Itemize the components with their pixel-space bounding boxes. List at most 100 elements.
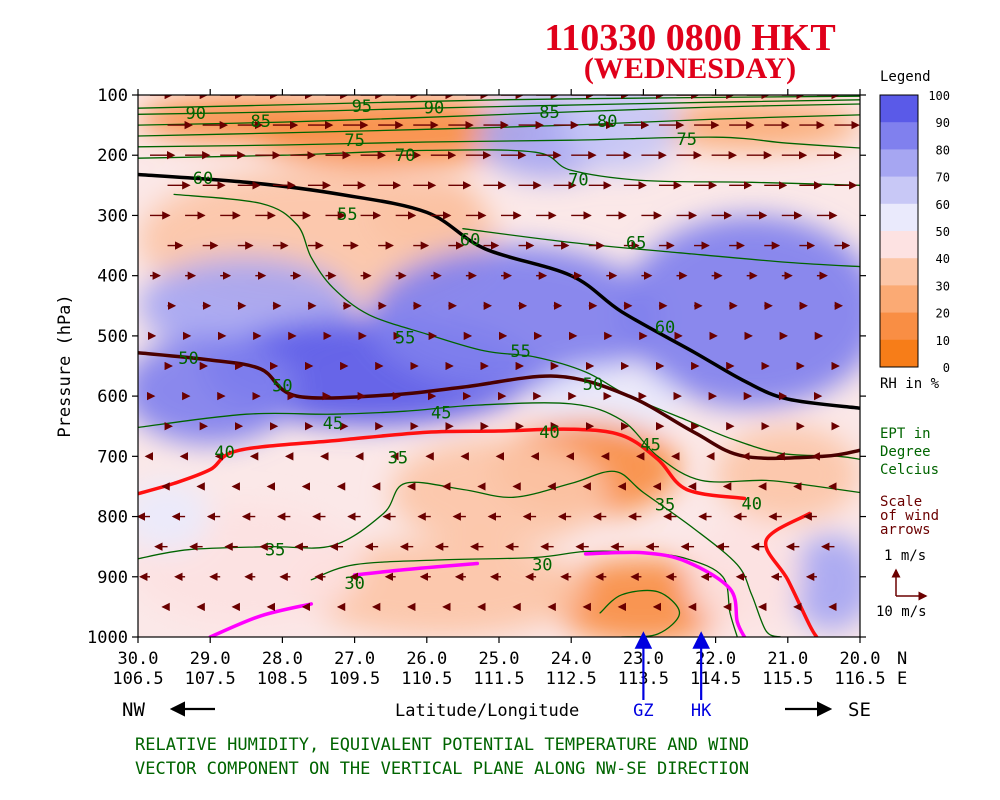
legend-level-label: 0 (943, 361, 950, 375)
ept-label: 40 (214, 443, 234, 463)
legend-level-label: 80 (936, 143, 950, 157)
ept-contour (138, 136, 860, 149)
ept-contour (138, 470, 782, 637)
y-tick-label: 900 (97, 568, 128, 588)
y-axis: 100 200 300 400 500 600 700 800 900 1000 (87, 86, 866, 648)
ept-label: 70 (395, 146, 415, 166)
legend-level-label: 20 (936, 307, 950, 321)
plot-area: 95 90 90 85 85 80 75 75 70 70 65 60 60 60 55 55 55 50 50 50… (138, 95, 860, 637)
ept-label: 55 (337, 205, 357, 225)
y-tick-label: 800 (97, 508, 128, 528)
y-tick-label: 500 (97, 327, 128, 347)
ept-contour (310, 550, 738, 637)
legend-swatch (880, 231, 918, 259)
wind-vectors (138, 95, 860, 612)
ept-label: 35 (265, 541, 285, 561)
legend-level-label: 60 (936, 198, 950, 212)
caption-line-1: RELATIVE HUMIDITY, EQUIVALENT POTENTIAL … (135, 735, 749, 755)
ept-label: 55 (510, 342, 530, 362)
rh-patch (715, 426, 860, 523)
ept-label: 40 (741, 494, 761, 514)
legend-unit: RH in % (880, 376, 940, 392)
ept-label: 85 (250, 112, 270, 132)
rh-patch (296, 540, 586, 637)
ept-contour (462, 228, 860, 268)
rh-patch (138, 335, 297, 445)
ept-label: 30 (344, 574, 364, 594)
wind-scale-vertical-label: 1 m/s (884, 548, 926, 564)
ept-contour (138, 99, 860, 115)
x-tick-label-lat: 27.0 (334, 649, 375, 669)
x-tick-label-lon: 110.5 (401, 669, 452, 689)
ept-label: 95 (352, 97, 372, 117)
x-tick-label-lon: 114.5 (690, 669, 741, 689)
x-tick-label-lon: 112.5 (546, 669, 597, 689)
legend-swatch (880, 176, 918, 205)
ept-label: 45 (640, 435, 660, 455)
legend-level-label: 100 (928, 89, 950, 103)
ept-label: 35 (388, 449, 408, 469)
x-tick-label-lat: 24.0 (551, 649, 592, 669)
legend-swatch (880, 122, 918, 150)
wind-scale-line-1: Scale (880, 494, 922, 510)
ept-contour (173, 193, 860, 460)
legend-level-label: 90 (936, 116, 950, 130)
rh-field (138, 95, 860, 637)
y-tick-label: 1000 (87, 628, 128, 648)
rh-patch (787, 534, 860, 631)
legend-title: Legend (880, 69, 931, 85)
ept-contour (138, 103, 860, 126)
ept-label: 50 (583, 375, 603, 395)
wind-scale-line-2: of wind (880, 508, 939, 524)
ept-note-line-1: EPT in (880, 426, 931, 442)
x-unit-lat: N (897, 649, 907, 669)
legend-swatch (880, 312, 918, 341)
direction-left-label: NW (122, 699, 145, 721)
ept-contour (138, 149, 860, 186)
legend-swatch (880, 258, 918, 286)
ept-label: 65 (626, 234, 646, 254)
ept-label: 35 (655, 496, 675, 516)
legend-level-label: 50 (936, 225, 950, 239)
legend-swatch (880, 203, 918, 232)
x-tick-label-lon: 107.5 (185, 669, 236, 689)
legend-frame (879, 94, 919, 368)
chart-subtitle: (WEDNESDAY) (584, 52, 796, 85)
legend-level-label: 30 (936, 279, 950, 293)
direction-right-label: SE (848, 699, 871, 721)
x-tick-label-lat: 28.0 (262, 649, 303, 669)
chart-title: 110330 0800 HKT (544, 17, 835, 59)
legend-swatch (880, 285, 918, 314)
x-tick-label-lat: 29.0 (190, 649, 231, 669)
x-tick-label-lat: 30.0 (118, 649, 159, 669)
ept-label: 30 (532, 556, 552, 576)
ept-label: 50 (178, 349, 198, 369)
legend-swatch (880, 149, 918, 178)
ept-contours (138, 95, 860, 637)
x-tick-label-lat: 20.0 (840, 649, 881, 669)
ept-contour (138, 402, 860, 494)
x-axis-label: Latitude/Longitude (395, 701, 579, 721)
legend-swatch (880, 95, 918, 123)
location-markers: GZ HK (633, 631, 712, 721)
x-tick-label-lat: 25.0 (479, 649, 520, 669)
ept-label: 60 (193, 169, 213, 189)
ept-label: 60 (460, 231, 480, 251)
x-tick-label-lon: 115.5 (762, 669, 813, 689)
x-tick-label-lon: 106.5 (112, 669, 163, 689)
x-tick-label-lat: 22.0 (695, 649, 736, 669)
y-tick-label: 200 (97, 146, 128, 166)
rh-patch (390, 438, 608, 547)
ept-contour-labels: 95 90 90 85 85 80 75 75 70 70 65 60 60 60 55 55 55 50 50 50… (178, 97, 762, 594)
y-tick-label: 300 (97, 206, 128, 226)
ept-label: 45 (323, 414, 343, 434)
location-marker-label: HK (691, 701, 712, 721)
ept-contour (138, 114, 860, 137)
x-tick-label-lon: 116.5 (834, 669, 885, 689)
ept-note-line-2: Degree (880, 444, 931, 460)
x-tick-label-lon: 109.5 (329, 669, 380, 689)
rh-patch (535, 366, 680, 439)
